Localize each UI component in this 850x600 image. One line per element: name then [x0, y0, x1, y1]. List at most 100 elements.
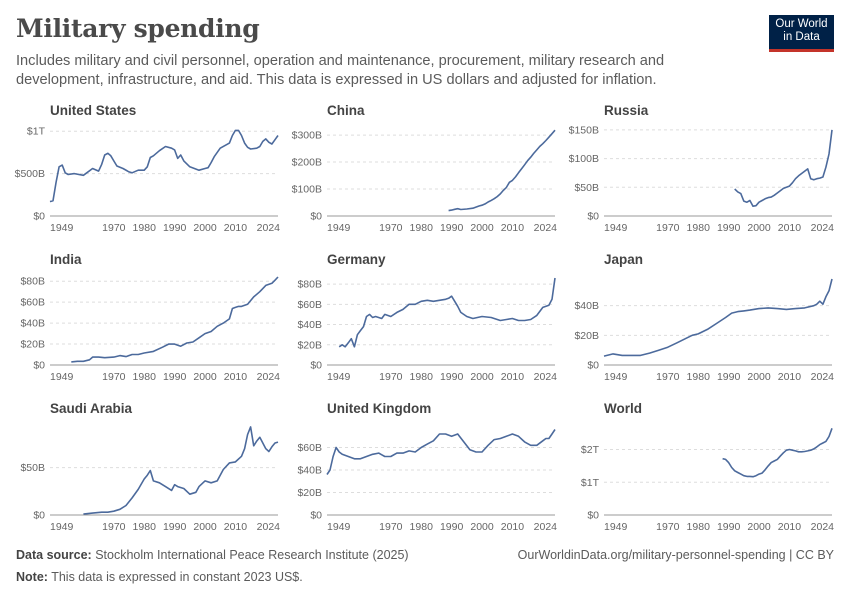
panel-title-china: China	[327, 103, 365, 118]
panel-title-world: World	[604, 401, 642, 416]
y-tick-label-india: $60B	[20, 297, 45, 309]
y-tick-label-russia: $150B	[569, 124, 599, 136]
x-tick-label-united-states: 1949	[50, 222, 74, 234]
x-tick-label-united-kingdom: 2000	[470, 521, 494, 533]
x-tick-label-united-states: 1990	[163, 222, 187, 234]
x-tick-label-india: 1980	[133, 371, 157, 383]
y-tick-label-china: $200B	[292, 157, 322, 169]
x-tick-label-united-kingdom: 2010	[501, 521, 525, 533]
x-tick-label-united-states: 1980	[133, 222, 157, 234]
panel-title-united-states: United States	[50, 103, 136, 118]
panel-india[interactable]: India $0 $20B $40B $60B $80B 1949 1970 1980 1990 2…	[20, 252, 280, 383]
x-tick-label-india: 1990	[163, 371, 187, 383]
series-line-germany	[338, 277, 556, 348]
x-tick-label-saudi-arabia: 1980	[133, 521, 157, 533]
y-tick-label-united-states: $500B	[15, 168, 45, 180]
logo-line1: Our World	[775, 18, 828, 30]
x-tick-label-india: 2024	[257, 371, 281, 383]
x-tick-label-russia: 1980	[687, 222, 711, 234]
panel-russia[interactable]: Russia $0 $50B $100B $150B 1949 1970 1980 1990 20…	[569, 103, 835, 234]
x-tick-label-germany: 2024	[534, 371, 558, 383]
y-tick-label-united-states: $1T	[27, 126, 46, 138]
panel-china[interactable]: China $0 $100B $200B $300B 1949 1970 1980 1990 20…	[292, 103, 558, 234]
x-tick-label-china: 1970	[379, 222, 403, 234]
x-tick-label-saudi-arabia: 1990	[163, 521, 187, 533]
y-tick-label-world: $1T	[581, 477, 600, 489]
x-tick-label-russia: 2000	[747, 222, 771, 234]
panel-world[interactable]: World $0 $1T $2T 1949 1970 1980 1990 2000 2010 202…	[581, 401, 834, 533]
x-tick-label-united-states: 2024	[257, 222, 281, 234]
x-tick-label-united-kingdom: 1990	[440, 521, 464, 533]
x-tick-label-japan: 2000	[747, 371, 771, 383]
x-tick-label-world: 1990	[717, 521, 741, 533]
panel-title-saudi-arabia: Saudi Arabia	[50, 401, 133, 416]
y-tick-label-germany: $40B	[297, 319, 322, 331]
x-tick-label-united-kingdom: 1970	[379, 521, 403, 533]
panel-germany[interactable]: Germany $0 $20B $40B $60B $80B 1949 1970 1980 199…	[297, 252, 557, 383]
x-tick-label-china: 2024	[534, 222, 558, 234]
y-tick-label-china: $100B	[292, 184, 322, 196]
x-tick-label-germany: 2000	[470, 371, 494, 383]
panel-japan[interactable]: Japan $0 $20B $40B 1949 1970 1980 1990 2000 2010 2…	[574, 252, 834, 383]
x-tick-label-world: 1949	[604, 521, 628, 533]
note-line: Note: This data is expressed in constant…	[16, 570, 303, 584]
y-tick-label-japan: $0	[587, 360, 599, 372]
data-source-line: Data source: Stockholm International Pea…	[16, 548, 409, 562]
y-tick-label-united-kingdom: $60B	[297, 442, 322, 454]
y-tick-label-united-kingdom: $40B	[297, 465, 322, 477]
y-tick-label-china: $0	[310, 211, 322, 223]
panel-title-russia: Russia	[604, 103, 649, 118]
x-tick-label-china: 2010	[501, 222, 525, 234]
x-tick-label-united-kingdom: 2024	[534, 521, 558, 533]
series-line-india	[71, 276, 279, 363]
x-tick-label-japan: 1970	[656, 371, 680, 383]
x-tick-label-germany: 1990	[440, 371, 464, 383]
y-tick-label-russia: $50B	[574, 182, 599, 194]
x-tick-label-germany: 1970	[379, 371, 403, 383]
x-tick-label-japan: 2024	[811, 371, 835, 383]
y-tick-label-united-kingdom: $20B	[297, 487, 322, 499]
y-tick-label-india: $0	[33, 360, 45, 372]
x-tick-label-japan: 1949	[604, 371, 628, 383]
x-tick-label-russia: 1949	[604, 222, 628, 234]
x-tick-label-india: 2000	[193, 371, 217, 383]
panel-title-india: India	[50, 252, 82, 267]
panel-saudi-arabia[interactable]: Saudi Arabia $0 $50B 1949 1970 1980 1990 2000 20…	[20, 401, 280, 533]
x-tick-label-saudi-arabia: 1970	[102, 521, 126, 533]
logo-line2: in Data	[783, 31, 820, 43]
x-tick-label-china: 2000	[470, 222, 494, 234]
y-tick-label-germany: $60B	[297, 299, 322, 311]
source-url[interactable]: OurWorldinData.org/military-personnel-sp…	[517, 548, 834, 562]
x-tick-label-india: 1970	[102, 371, 126, 383]
y-tick-label-japan: $40B	[574, 300, 599, 312]
x-tick-label-russia: 1990	[717, 222, 741, 234]
y-tick-label-united-kingdom: $0	[310, 510, 322, 522]
series-line-china	[448, 129, 556, 212]
x-tick-label-japan: 1990	[717, 371, 741, 383]
x-tick-label-united-kingdom: 1949	[327, 521, 351, 533]
note-label: Note:	[16, 570, 48, 584]
data-source-text[interactable]: Stockholm International Peace Research I…	[95, 548, 409, 562]
series-line-saudi-arabia	[83, 426, 279, 515]
y-tick-label-united-states: $0	[33, 211, 45, 223]
panel-united-kingdom[interactable]: United Kingdom $0 $20B $40B $60B 1949 1970 1980…	[297, 401, 557, 533]
panel-united-states[interactable]: United States $0 $500B $1T 1949 1970 1980 1990 2…	[15, 103, 281, 234]
y-tick-label-germany: $20B	[297, 339, 322, 351]
x-tick-label-saudi-arabia: 2010	[224, 521, 248, 533]
x-tick-label-saudi-arabia: 1949	[50, 521, 74, 533]
owid-logo[interactable]: Our World in Data	[769, 15, 834, 52]
chart-subtitle: Includes military and civil personnel, o…	[16, 53, 665, 88]
series-line-united-states	[49, 129, 279, 203]
x-tick-label-world: 1980	[687, 521, 711, 533]
x-tick-label-india: 2010	[224, 371, 248, 383]
x-tick-label-united-states: 2000	[193, 222, 217, 234]
y-tick-label-china: $300B	[292, 130, 322, 142]
y-tick-label-india: $40B	[20, 318, 45, 330]
y-tick-label-world: $0	[587, 510, 599, 522]
y-tick-label-world: $2T	[581, 444, 600, 456]
panel-title-germany: Germany	[327, 252, 386, 267]
y-tick-label-japan: $20B	[574, 330, 599, 342]
series-line-united-kingdom	[326, 429, 556, 475]
x-tick-label-russia: 2010	[778, 222, 802, 234]
